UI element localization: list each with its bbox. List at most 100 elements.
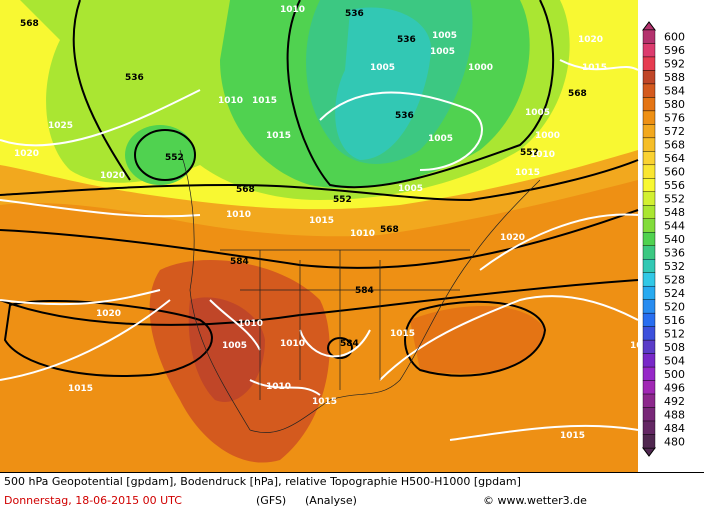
contour-label: 568	[380, 225, 399, 235]
contour-label: 1010	[350, 229, 375, 239]
colorbar-swatch	[642, 326, 656, 341]
colorbar-label: 516	[664, 314, 685, 327]
contour-label: 1010	[218, 96, 243, 106]
colorbar-label: 504	[664, 354, 685, 367]
colorbar-swatch	[642, 97, 656, 112]
contour	[134, 129, 196, 181]
colorbar-label: 564	[664, 152, 685, 165]
colorbar-label: 596	[664, 44, 685, 57]
contour-label: 1015	[515, 168, 540, 178]
colorbar-label: 508	[664, 341, 685, 354]
colorbar-label: 544	[664, 220, 685, 233]
contour-label: 1010	[266, 382, 291, 392]
contour-label: 1000	[535, 131, 560, 141]
colorbar-label: 588	[664, 71, 685, 84]
colorbar-label: 580	[664, 98, 685, 111]
contour-label: 552	[165, 153, 184, 163]
contour-label: 1020	[14, 149, 39, 159]
colorbar-swatch	[642, 164, 656, 179]
contour-label: 1010	[238, 319, 263, 329]
colorbar-swatch	[642, 299, 656, 314]
colorbar-label: 520	[664, 300, 685, 313]
contour-label: 584	[355, 286, 374, 296]
colorbar-swatch	[642, 245, 656, 260]
colorbar-swatch	[642, 191, 656, 206]
colorbar-label: 500	[664, 368, 685, 381]
contour-label: 1005	[432, 31, 457, 41]
low-552	[125, 125, 195, 185]
contour-label: 1005	[428, 134, 453, 144]
isobar	[0, 89, 201, 381]
colorbar-label: 532	[664, 260, 685, 273]
colorbar-label: 528	[664, 273, 685, 286]
colorbar-swatch	[642, 205, 656, 219]
contour-label: 1000	[468, 63, 493, 73]
contour-label: 536	[397, 35, 416, 45]
colorbar-swatch	[642, 272, 656, 287]
colorbar-swatch	[642, 434, 656, 449]
contour-label: 1005	[370, 63, 395, 73]
footer-model: (GFS)	[256, 494, 286, 507]
colorbar-swatch	[642, 137, 656, 152]
footer-date: Donnerstag, 18-06-2015 00 UTC	[4, 494, 182, 507]
contour-label: 1010	[280, 5, 305, 15]
colorbar-label: 576	[664, 112, 685, 125]
contour	[404, 300, 547, 377]
contour-labels: 568 536 536 568 1005 1005 1010 1015 1025 552 1020 1…	[14, 5, 655, 441]
contour-label: 1025	[48, 121, 73, 131]
colorbar-swatch	[642, 232, 656, 246]
colorbar-swatch	[642, 259, 656, 273]
contour-label: 1005	[398, 184, 423, 194]
contour-label: 552	[333, 195, 352, 205]
colorbar-swatch	[642, 218, 656, 233]
contour-label: 536	[345, 9, 364, 19]
contour-label: 1005	[525, 108, 550, 118]
colorbar-label: 540	[664, 233, 685, 246]
contour-label: 1015	[390, 329, 415, 339]
contour-label: 1010	[226, 210, 251, 220]
colorbar-label: 536	[664, 246, 685, 259]
contour-label: 1015	[312, 397, 337, 407]
contour-label: 1015	[309, 216, 334, 226]
contour-label: 568	[20, 19, 39, 29]
field-532	[335, 7, 432, 160]
colorbar-swatch	[642, 83, 656, 98]
contour-label: 584	[230, 257, 249, 267]
colorbar-swatch	[642, 393, 656, 408]
contour	[0, 159, 639, 202]
colorbar-swatch	[642, 29, 656, 44]
colorbar-swatch	[642, 151, 656, 166]
contour-label: 1015	[560, 431, 585, 441]
colorbar-label: 560	[664, 166, 685, 179]
contour-label: 1020	[578, 35, 603, 45]
colorbar-label: 480	[664, 435, 685, 448]
colorbar: 6005965925885845805765725685645605565525…	[642, 21, 685, 457]
contour-label: 552	[520, 148, 539, 158]
contour-label: 568	[236, 185, 255, 195]
colorbar-label: 552	[664, 193, 685, 206]
colorbar-swatch	[642, 285, 656, 300]
colorbar-swatch	[642, 312, 656, 327]
colorbar-label: 512	[664, 327, 685, 340]
colorbar-swatch	[642, 56, 656, 71]
contour-label: 1005	[222, 341, 247, 351]
colorbar-swatch	[642, 407, 656, 422]
colorbar-swatch	[642, 339, 656, 354]
contour-label: 1015	[252, 96, 277, 106]
colorbar-swatch	[642, 124, 656, 139]
contour-label: 584	[340, 339, 359, 349]
colorbar-swatch	[642, 380, 656, 395]
contour-label: 1020	[100, 171, 125, 181]
contour-label: 1015	[266, 131, 291, 141]
colorbar-swatch	[642, 110, 656, 125]
footer-credit: © www.wetter3.de	[483, 494, 587, 507]
colorbar-label: 524	[664, 287, 685, 300]
contour-label: 1020	[96, 309, 121, 319]
footer-kind: (Analyse)	[305, 494, 357, 507]
colorbar-label: 496	[664, 381, 685, 394]
field-580	[410, 306, 545, 374]
contour-label: 1010	[280, 339, 305, 349]
colorbar-label: 488	[664, 408, 685, 421]
contour-label: 1020	[500, 233, 525, 243]
